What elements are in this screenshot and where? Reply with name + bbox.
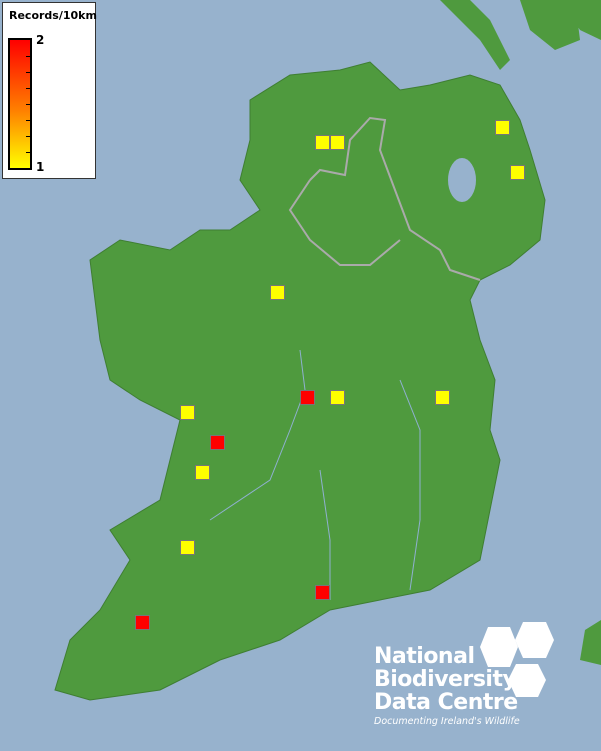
border-line (288, 116, 481, 281)
legend-min-label: 1 (36, 160, 45, 174)
lough-neagh (448, 158, 476, 202)
ireland-landmass (54, 61, 546, 701)
record-square[interactable] (330, 135, 345, 150)
record-square[interactable] (495, 120, 510, 135)
logo-line2: Biodiversity (374, 667, 517, 692)
record-square[interactable] (135, 615, 150, 630)
record-square[interactable] (300, 390, 315, 405)
logo-line1: National (374, 644, 475, 669)
legend-max-label: 2 (36, 33, 45, 47)
logo-hexagons-icon (480, 622, 554, 697)
rivers (209, 349, 421, 600)
legend: Records/10km 2 1 (2, 2, 97, 179)
record-square[interactable] (195, 465, 210, 480)
record-square[interactable] (435, 390, 450, 405)
legend-title: Records/10km (9, 9, 97, 22)
wales-landmass (580, 620, 601, 665)
logo-line3: Data Centre (374, 690, 518, 715)
record-square[interactable] (330, 390, 345, 405)
legend-color-scale (8, 38, 32, 170)
record-square[interactable] (180, 540, 195, 555)
record-square[interactable] (510, 165, 525, 180)
record-square[interactable] (180, 405, 195, 420)
record-square[interactable] (315, 585, 330, 600)
scotland-landmass (440, 0, 601, 70)
record-square[interactable] (315, 135, 330, 150)
logo-tagline: Documenting Ireland's Wildlife (374, 716, 520, 727)
record-square[interactable] (210, 435, 225, 450)
nbdc-logo: National Biodiversity Data Centre Docume… (374, 622, 554, 727)
record-square[interactable] (270, 285, 285, 300)
